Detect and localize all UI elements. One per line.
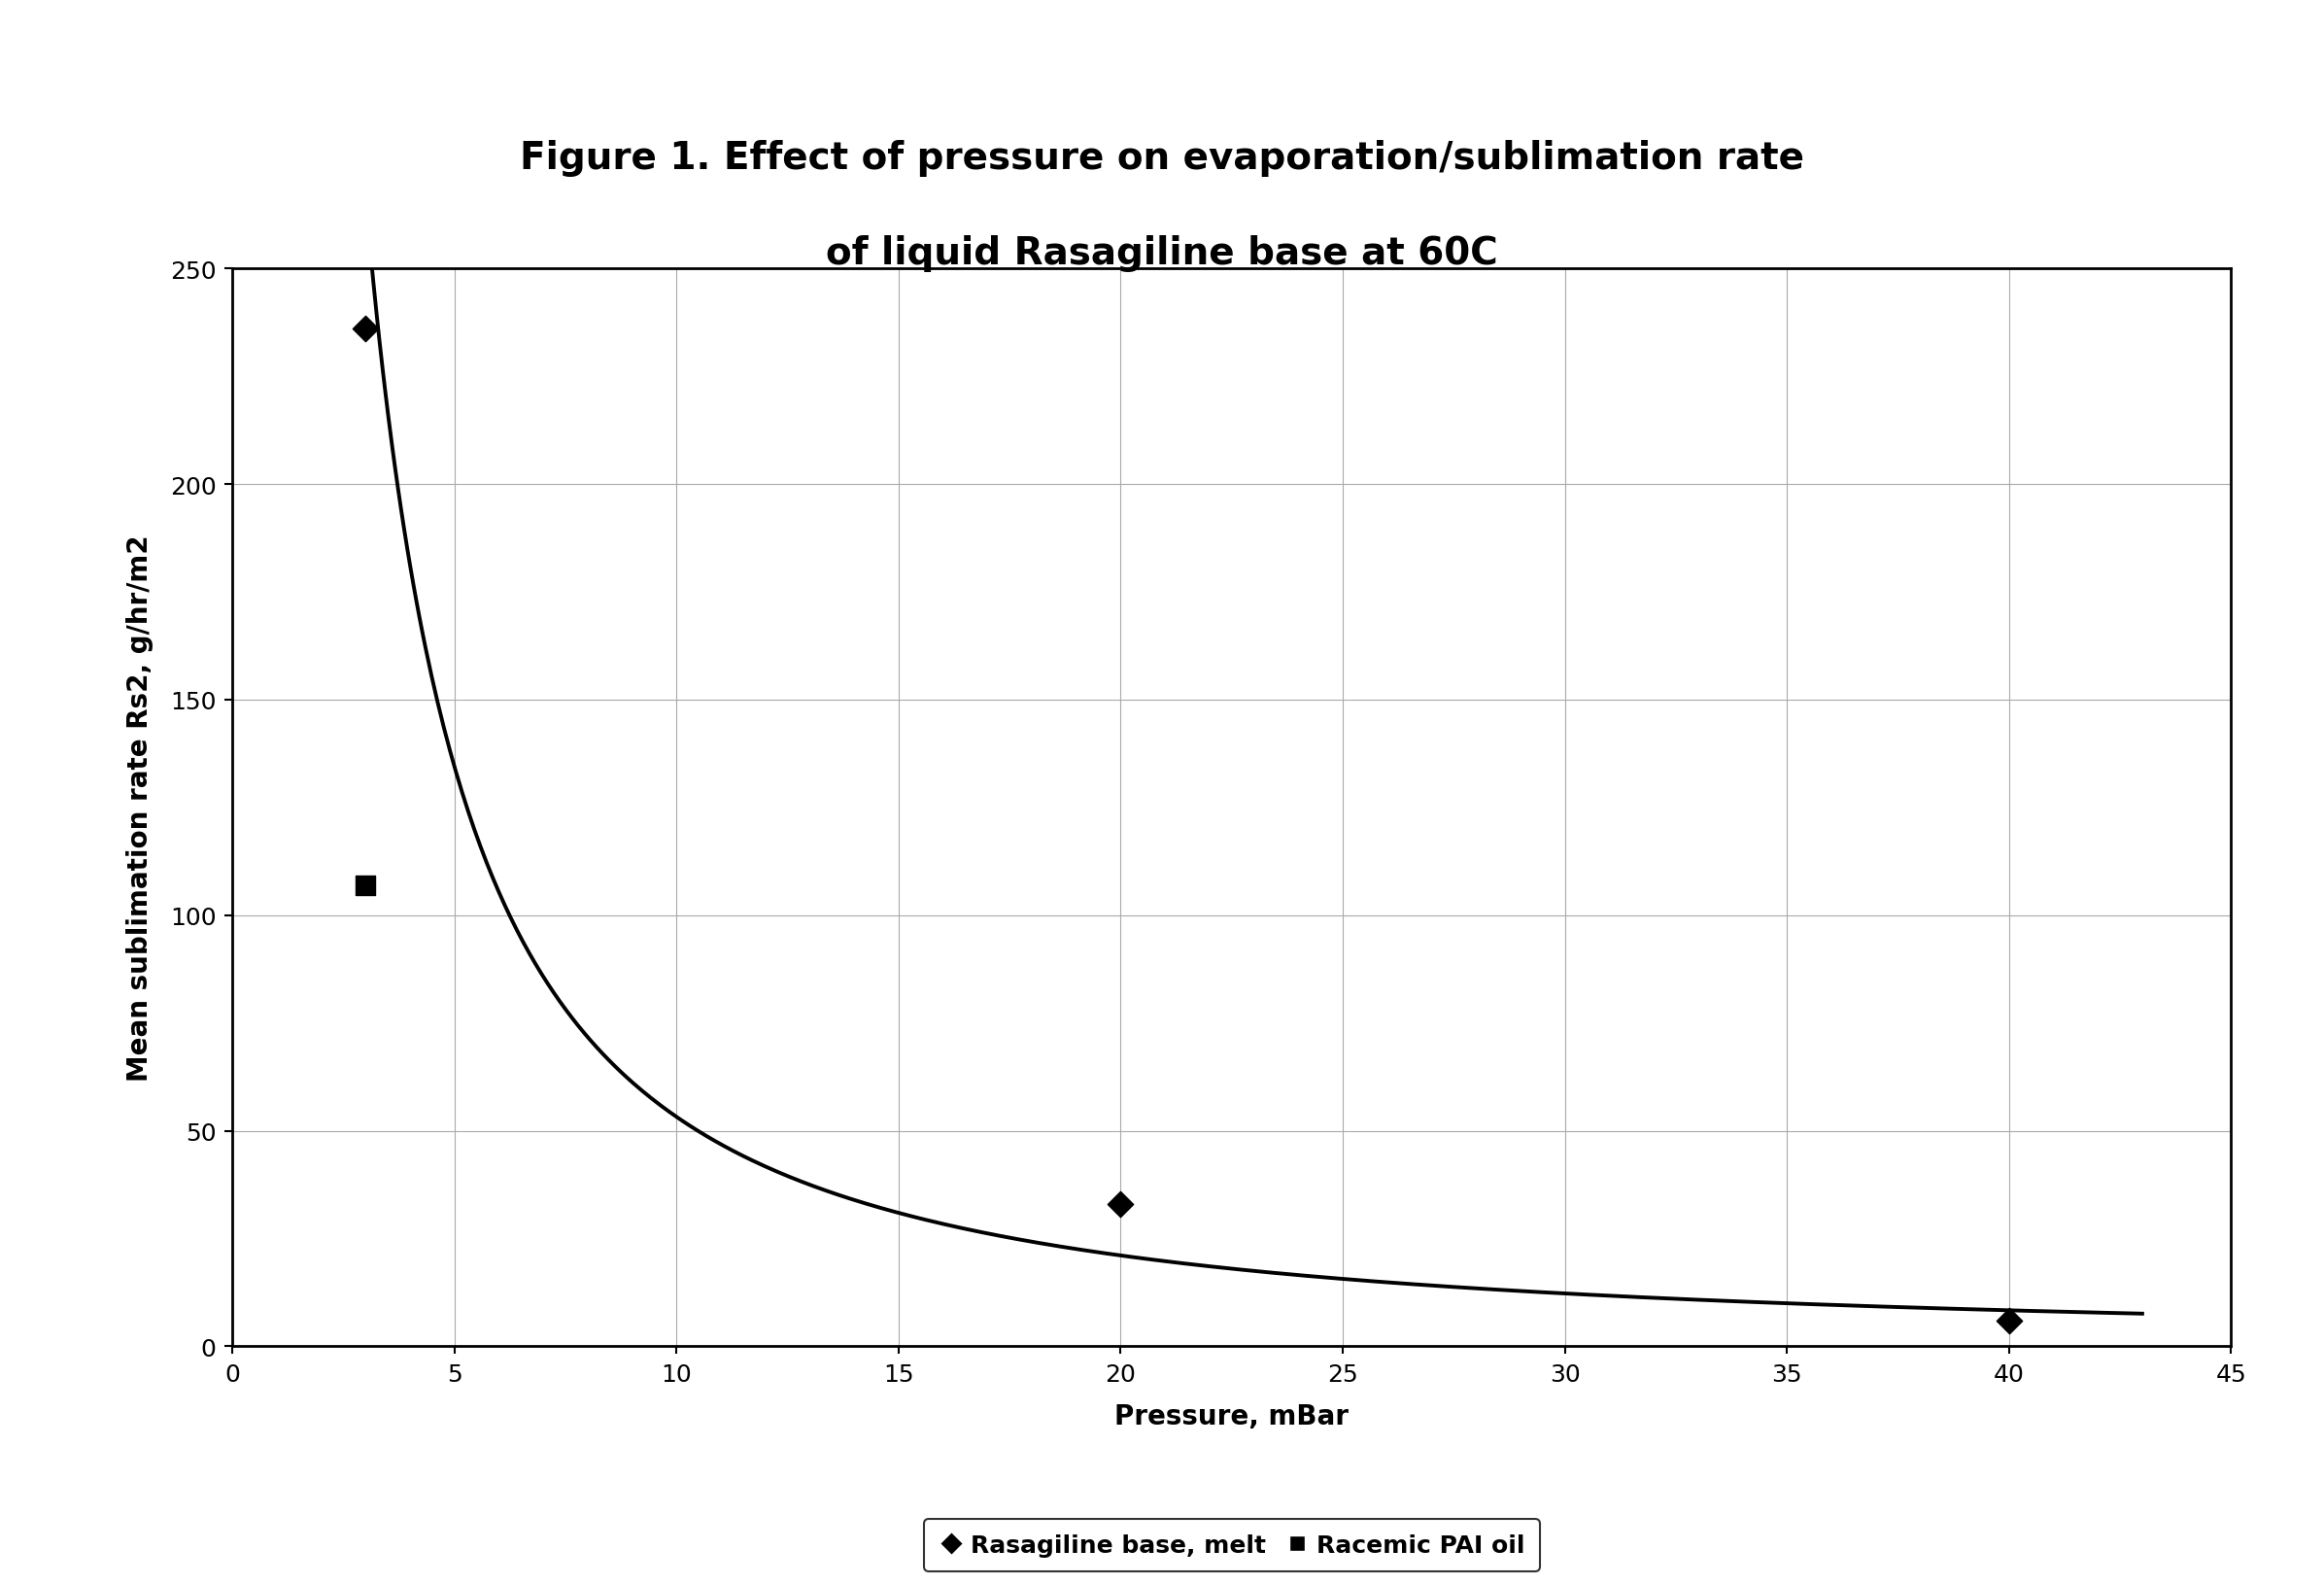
- Point: [346, 317, 383, 342]
- Legend: Rasagiline base, melt, Racemic PAI oil: Rasagiline base, melt, Racemic PAI oil: [925, 1519, 1538, 1571]
- Point: [346, 873, 383, 898]
- Point: [1989, 1308, 2027, 1334]
- Point: [1102, 1191, 1139, 1217]
- Text: Figure 1. Effect of pressure on evaporation/sublimation rate: Figure 1. Effect of pressure on evaporat…: [521, 139, 1803, 177]
- X-axis label: Pressure, mBar: Pressure, mBar: [1116, 1402, 1348, 1429]
- Text: of liquid Rasagiline base at 60C: of liquid Rasagiline base at 60C: [825, 234, 1499, 272]
- Y-axis label: Mean sublimation rate Rs2, g/hr/m2: Mean sublimation rate Rs2, g/hr/m2: [125, 535, 153, 1080]
